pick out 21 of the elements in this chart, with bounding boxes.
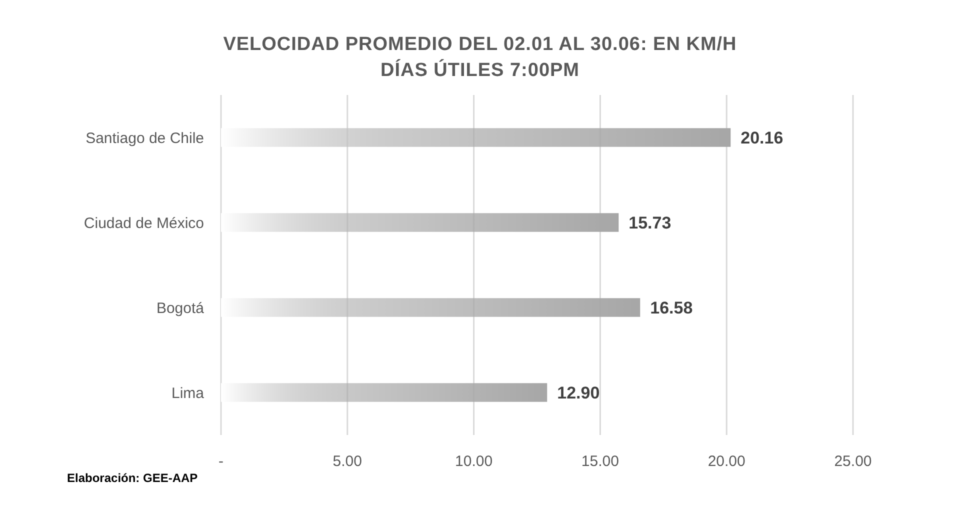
bar [221, 383, 548, 402]
y-tick-label: Lima [171, 384, 205, 402]
y-tick-label: Ciudad de México [84, 214, 204, 232]
data-label: 12.90 [557, 383, 600, 402]
chart-title: VELOCIDAD PROMEDIO DEL 02.01 AL 30.06: EN KM/H [223, 34, 737, 55]
x-tick-label: 15.00 [581, 453, 619, 470]
bar [221, 298, 640, 317]
data-label: 16.58 [650, 298, 693, 318]
y-tick-label: Bogotá [156, 300, 205, 317]
data-label: 15.73 [628, 213, 672, 232]
x-tick-label: - [218, 453, 224, 470]
x-tick-label: 25.00 [834, 453, 872, 470]
text: Elaboración: GEE-AAP [67, 471, 198, 485]
x-tick-label: 5.00 [332, 453, 362, 470]
bar [221, 128, 731, 147]
x-tick-label: 20.00 [708, 453, 746, 470]
bar [221, 213, 619, 232]
y-tick-label: Santiago de Chile [86, 130, 204, 147]
x-tick-label: 10.00 [455, 453, 493, 470]
chart-subtitle: DÍAS ÚTILES 7:00PM [380, 59, 580, 81]
data-label: 20.16 [740, 128, 784, 148]
